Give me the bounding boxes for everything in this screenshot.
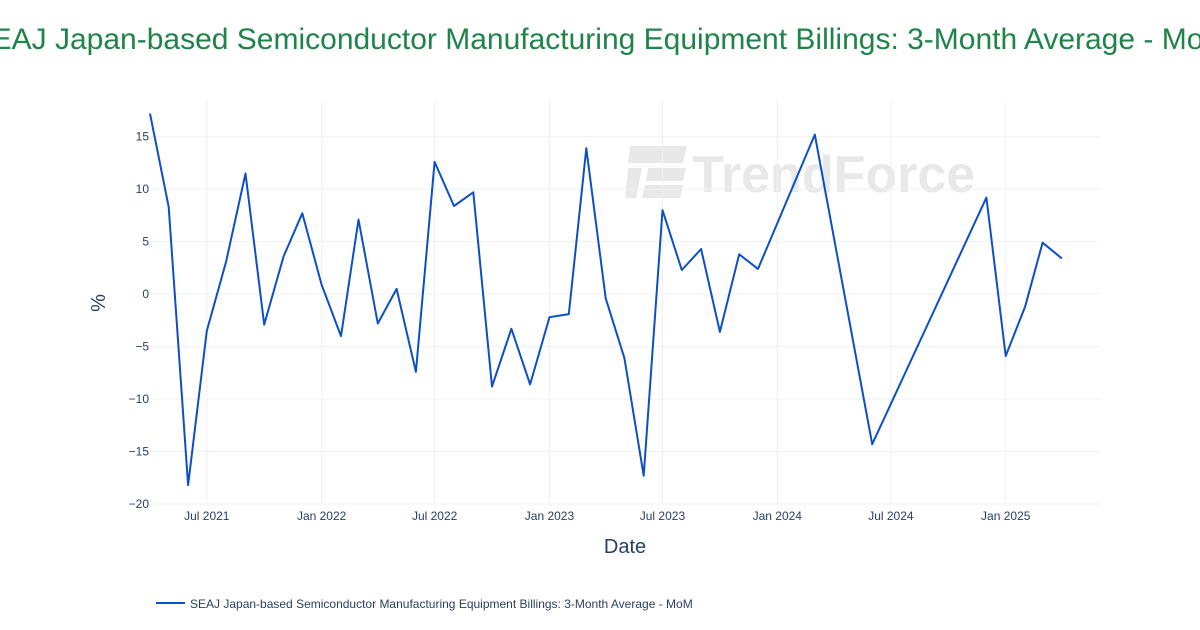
trendforce-watermark: TrendForce <box>625 146 975 204</box>
legend-label: SEAJ Japan-based Semiconductor Manufactu… <box>190 597 693 611</box>
legend[interactable]: SEAJ Japan-based Semiconductor Manufactu… <box>156 597 693 611</box>
y-tick-label: 15 <box>136 130 150 144</box>
x-tick-label: Jul 2023 <box>640 509 686 523</box>
y-tick-label: −20 <box>129 497 150 511</box>
x-tick-label: Jan 2022 <box>297 509 347 523</box>
x-axis-title: Date <box>604 536 646 558</box>
x-tick-label: Jul 2021 <box>184 509 230 523</box>
y-tick-label: −15 <box>129 445 150 459</box>
y-tick-label: −5 <box>135 340 149 354</box>
y-tick-label: 0 <box>142 287 149 301</box>
y-tick-label: 5 <box>142 235 149 249</box>
watermark-text: TrendForce <box>692 146 975 204</box>
series-layer <box>149 113 1063 487</box>
y-tick-label: −10 <box>129 392 150 406</box>
grid <box>150 100 1100 505</box>
x-tick-label: Jan 2023 <box>525 509 575 523</box>
y-tick-label: 10 <box>136 182 150 196</box>
x-tick-label: Jan 2025 <box>981 509 1031 523</box>
x-tick-label: Jul 2022 <box>412 509 458 523</box>
y-axis: 15 10 5 0 −5 −10 −15 −20 <box>129 130 150 511</box>
series-line[interactable] <box>149 113 1063 487</box>
y-axis-title: % <box>88 294 110 312</box>
trendforce-logo-icon <box>625 146 687 198</box>
x-tick-label: Jul 2024 <box>868 509 914 523</box>
chart-title: SEAJ Japan-based Semiconductor Manufactu… <box>0 23 1200 56</box>
x-tick-label: Jan 2024 <box>753 509 803 523</box>
x-axis: Jul 2021 Jan 2022 Jul 2022 Jan 2023 Jul 2023… <box>184 509 1031 523</box>
